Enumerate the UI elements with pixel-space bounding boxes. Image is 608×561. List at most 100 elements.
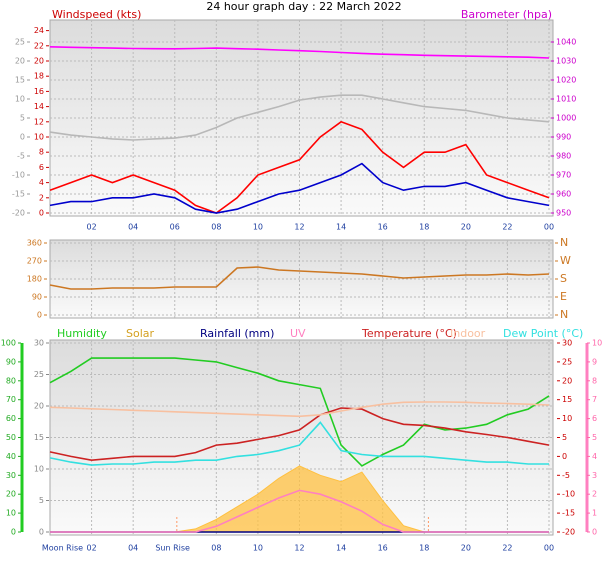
- y-tick-label: 4: [592, 452, 597, 461]
- x-tick-label: 04: [128, 223, 138, 232]
- y-tick-label: -15: [562, 509, 575, 518]
- y-tick-label: 270: [27, 257, 42, 266]
- y-tick-label: 25: [15, 38, 25, 47]
- legend-entry: UV: [290, 327, 306, 340]
- y-tick-label: 30: [34, 339, 44, 348]
- y-tick-label: 180: [27, 275, 42, 284]
- y-tick-label: W: [560, 254, 571, 267]
- y-tick-label: 60: [6, 414, 16, 423]
- wind-label: Windspeed (kts): [52, 8, 141, 21]
- y-tick-label: 2: [39, 193, 44, 202]
- x-tick-label: 08: [211, 223, 221, 232]
- y-tick-label: 0: [20, 133, 25, 142]
- y-tick-label: 5: [20, 114, 25, 123]
- y-tick-label: 22: [34, 41, 44, 50]
- y-tick-label: 1000: [556, 114, 576, 123]
- y-tick-label: 20: [34, 57, 44, 66]
- y-tick-label: 0: [592, 528, 597, 537]
- x-tick-label: 12: [294, 223, 304, 232]
- y-tick-label: 10: [34, 465, 44, 474]
- y-tick-label: 8: [592, 376, 597, 385]
- y-tick-label: 10: [15, 95, 25, 104]
- x-tick-label: 08: [211, 544, 221, 553]
- y-tick-label: 12: [34, 117, 44, 126]
- y-tick-label: 8: [39, 148, 44, 157]
- y-tick-label: E: [560, 290, 567, 303]
- legend-entry: Humidity: [57, 327, 107, 340]
- y-tick-label: 1020: [556, 76, 576, 85]
- y-tick-label: 30: [6, 471, 16, 480]
- x-tick-label: 12: [294, 544, 304, 553]
- line-series: [49, 407, 550, 462]
- y-tick-label: 1040: [556, 38, 576, 47]
- y-tick-label: 5: [592, 433, 597, 442]
- line-series: [49, 401, 550, 418]
- y-tick-label: 24: [34, 26, 44, 35]
- y-tick-label: 3: [592, 471, 597, 480]
- annotation: Sun Rise: [155, 544, 190, 553]
- y-tick-label: -20: [562, 528, 575, 537]
- line-series: [49, 357, 550, 467]
- y-tick-label: -5: [562, 471, 570, 480]
- y-tick-label: 15: [34, 433, 44, 442]
- x-tick-label: 00: [544, 544, 554, 553]
- y-tick-label: 9: [592, 357, 597, 366]
- y-tick-label: 90: [6, 357, 16, 366]
- y-tick-label: 40: [6, 452, 16, 461]
- legend-entry: Rainfall (mm): [200, 327, 274, 340]
- y-tick-label: 18: [34, 72, 44, 81]
- legend-entry: Solar: [126, 327, 155, 340]
- y-tick-label: N: [560, 236, 568, 249]
- y-tick-label: 0: [11, 528, 16, 537]
- x-tick-label: 18: [419, 223, 429, 232]
- y-tick-label: 10: [562, 414, 572, 423]
- x-tick-label: 02: [86, 223, 96, 232]
- baro-label: Barometer (hpa): [461, 8, 552, 21]
- x-tick-label: 18: [419, 544, 429, 553]
- y-tick-label: 5: [39, 496, 44, 505]
- y-tick-label: 20: [562, 376, 572, 385]
- y-tick-label: 100: [1, 339, 16, 348]
- y-tick-label: 20: [6, 490, 16, 499]
- x-tick-label: 16: [378, 544, 388, 553]
- y-tick-label: 5: [562, 433, 567, 442]
- y-tick-label: -5: [17, 152, 25, 161]
- y-tick-label: 360: [27, 239, 42, 248]
- y-tick-label: 15: [562, 395, 572, 404]
- x-tick-label: 22: [502, 223, 512, 232]
- panel-direction: [49, 239, 554, 319]
- y-tick-label: 990: [556, 133, 571, 142]
- y-tick-label: 30: [562, 339, 572, 348]
- y-tick-label: 980: [556, 152, 571, 161]
- x-tick-label: 04: [128, 544, 138, 553]
- y-tick-label: -10: [12, 171, 25, 180]
- y-tick-label: 20: [15, 57, 25, 66]
- x-tick-label: 10: [253, 223, 263, 232]
- y-tick-label: 10: [34, 133, 44, 142]
- x-tick-label: 10: [253, 544, 263, 553]
- legend-entry: Temperature (°C): [361, 327, 457, 340]
- legend-entry: Dew Point (°C): [503, 327, 583, 340]
- line-series: [49, 94, 550, 141]
- y-tick-label: 20: [34, 402, 44, 411]
- y-tick-label: 1030: [556, 57, 576, 66]
- legend-entry: Indoor: [450, 327, 486, 340]
- y-tick-label: 15: [15, 76, 25, 85]
- line-series: [49, 46, 550, 59]
- y-tick-label: 80: [6, 376, 16, 385]
- y-tick-label: 7: [592, 395, 597, 404]
- y-tick-label: 1: [592, 509, 597, 518]
- annotation: Moon Rise: [42, 544, 83, 553]
- y-tick-label: 6: [592, 414, 597, 423]
- line-series: [49, 162, 550, 214]
- x-tick-label: 16: [378, 223, 388, 232]
- y-tick-label: -20: [12, 209, 25, 218]
- line-series: [49, 120, 550, 214]
- x-tick-label: 22: [502, 544, 512, 553]
- y-tick-label: 0: [37, 311, 42, 320]
- y-tick-label: -10: [562, 490, 575, 499]
- y-tick-label: 90: [32, 293, 42, 302]
- y-tick-label: 960: [556, 190, 571, 199]
- y-tick-label: 6: [39, 163, 44, 172]
